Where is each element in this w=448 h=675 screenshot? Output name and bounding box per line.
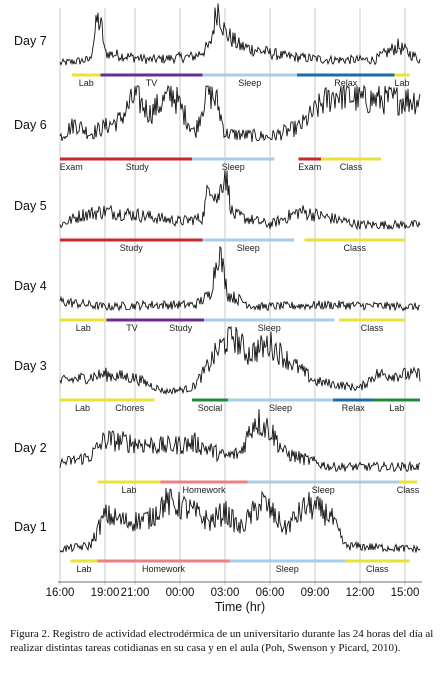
activity-label: Chores: [115, 403, 145, 413]
eda-trace: [59, 246, 421, 312]
activity-label: Class: [343, 243, 366, 253]
day-label: Day 7: [14, 34, 47, 48]
activity-label: Sleep: [312, 485, 335, 495]
x-axis: 16:00 19:00 21:00 00:00 03:00 06:00 09:00 12:00…: [46, 581, 422, 599]
activity-label: Exam: [298, 162, 321, 172]
eda-chart: Day 7 Lab TV Sleep Relax Lab Day 6 Exam Study Sle…: [14, 3, 422, 614]
x-tick-label: 19:00: [91, 587, 120, 599]
activity-label: Class: [397, 485, 420, 495]
day-row: Day 6 Exam Study Sleep Exam Class: [14, 84, 421, 172]
eda-trace: [59, 325, 421, 396]
day-label: Day 3: [14, 359, 47, 373]
activity-label: Lab: [76, 323, 91, 333]
activity-label: TV: [146, 78, 158, 88]
eda-trace: [59, 487, 421, 553]
figure-caption: Figura 2. Registro de actividad electrod…: [10, 628, 434, 654]
activity-label: Sleep: [237, 243, 260, 253]
day-row: Day 4 Lab TV Study Sleep Class: [14, 246, 421, 333]
day-row: Day 1 Lab Homework Sleep Class: [14, 487, 421, 574]
day-row: Day 3 Lab Chores Social Sleep Relax Lab: [14, 325, 421, 413]
activity-label: Sleep: [238, 78, 261, 88]
activity-label: Relax: [334, 78, 358, 88]
activity-label: Exam: [60, 162, 83, 172]
activity-label: Lab: [389, 403, 404, 413]
activity-label: Sleep: [222, 162, 245, 172]
activity-label: Study: [169, 323, 193, 333]
x-tick-label: 15:00: [391, 587, 420, 599]
x-tick-label: 21:00: [121, 587, 150, 599]
activity-label: Class: [366, 564, 389, 574]
activity-label: Class: [361, 323, 384, 333]
activity-label: Social: [198, 403, 223, 413]
x-tick-label: 09:00: [301, 587, 330, 599]
day-label: Day 2: [14, 441, 47, 455]
activity-label: Lab: [75, 403, 90, 413]
x-tick-label: 00:00: [166, 587, 195, 599]
activity-label: Study: [126, 162, 150, 172]
activity-label: Sleep: [276, 564, 299, 574]
day-label: Day 4: [14, 279, 47, 293]
activity-label: Lab: [79, 78, 94, 88]
x-tick-label: 03:00: [211, 587, 240, 599]
activity-label: TV: [126, 323, 138, 333]
vertical-gridlines: [59, 8, 406, 585]
activity-label: Lab: [76, 564, 91, 574]
activity-label: Relax: [342, 403, 366, 413]
activity-label: Study: [120, 243, 144, 253]
eda-trace: [59, 84, 421, 143]
eda-trace: [59, 409, 421, 473]
x-tick-label: 06:00: [256, 587, 285, 599]
activity-label: Sleep: [269, 403, 292, 413]
eda-trace: [59, 170, 421, 231]
x-tick-label: 16:00: [46, 587, 75, 599]
day-label: Day 1: [14, 520, 47, 534]
x-axis-title: Time (hr): [215, 600, 265, 614]
activity-label: Sleep: [258, 323, 281, 333]
day-row: Day 5 Study Sleep Class: [14, 170, 421, 253]
day-row: Day 7 Lab TV Sleep Relax Lab: [14, 3, 421, 88]
activity-label: Lab: [394, 78, 409, 88]
activity-label: Homework: [182, 485, 226, 495]
activity-label: Lab: [121, 485, 136, 495]
day-row: Day 2 Lab Homework Sleep Class: [14, 409, 421, 495]
activity-label: Class: [340, 162, 363, 172]
day-label: Day 6: [14, 118, 47, 132]
day-rows: Day 7 Lab TV Sleep Relax Lab Day 6 Exam Study Sle…: [14, 3, 421, 574]
eda-trace: [59, 3, 421, 66]
day-label: Day 5: [14, 199, 47, 213]
activity-label: Homework: [142, 564, 186, 574]
x-tick-label: 12:00: [346, 587, 375, 599]
